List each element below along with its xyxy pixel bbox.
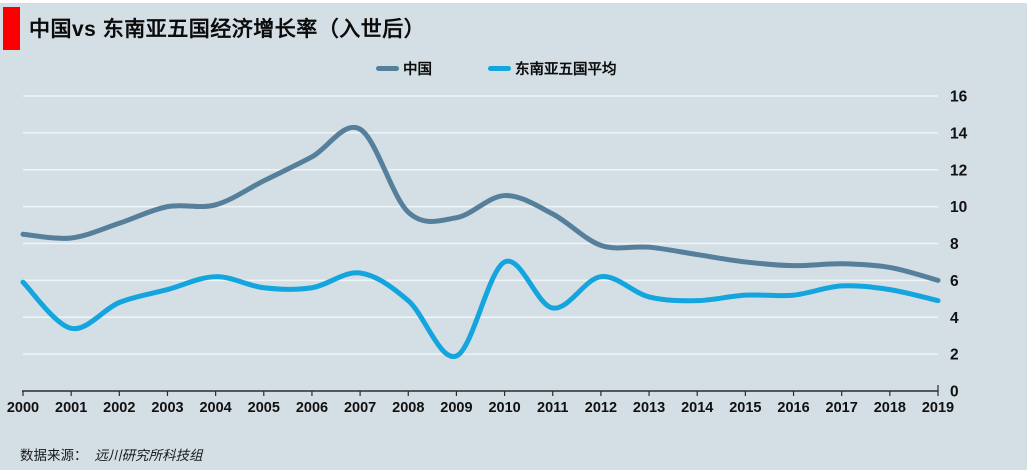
legend-label-china: 中国 [403,62,432,78]
x-label-2013: 2013 [633,400,665,416]
y-label-2: 2 [950,347,959,364]
x-label-2017: 2017 [826,400,858,416]
legend-item-sea5: 东南亚五国平均 [488,58,617,79]
source-prefix: 数据来源： [20,448,88,463]
y-label-12: 12 [950,162,967,179]
legend-label-sea5: 东南亚五国平均 [515,62,617,78]
x-label-2008: 2008 [392,400,424,416]
x-label-2006: 2006 [296,400,328,416]
source-name: 远川研究所科技组 [94,448,203,463]
x-label-2003: 2003 [151,400,183,416]
x-label-2011: 2011 [537,400,568,416]
x-label-2012: 2012 [585,400,617,416]
x-label-2005: 2005 [248,400,280,416]
title-accent-bar [3,6,20,50]
source-note: 数据来源： 远川研究所科技组 [20,444,203,464]
x-label-2007: 2007 [344,400,376,416]
x-label-2009: 2009 [440,400,472,416]
x-label-2004: 2004 [199,400,231,416]
china-line-swatch [376,66,399,71]
x-label-2016: 2016 [777,400,809,416]
china-line [20,124,941,283]
bottom-border-strip [0,470,1027,474]
y-label-6: 6 [950,273,959,290]
legend-item-china: 中国 [376,58,432,79]
y-label-4: 4 [950,310,959,327]
sea5-line-swatch [488,66,511,71]
chart-title: 中国vs 东南亚五国经济增长率（入世后） [29,18,426,41]
x-label-2018: 2018 [874,400,906,416]
x-label-2010: 2010 [488,400,520,416]
x-label-2015: 2015 [729,400,761,416]
legend: 中国 东南亚五国平均 [376,58,617,79]
x-label-2019: 2019 [922,400,954,416]
x-label-2002: 2002 [103,400,135,416]
top-border-strip [0,0,1027,3]
sea5-line [20,258,941,359]
y-label-16: 16 [950,89,968,106]
x-label-2014: 2014 [681,400,713,416]
y-label-0: 0 [950,384,959,401]
title-block: 中国vs 东南亚五国经济增长率（入世后） [3,6,425,50]
y-label-14: 14 [950,125,968,142]
x-label-2000: 2000 [7,400,39,416]
y-label-10: 10 [950,199,967,216]
x-label-2001: 2001 [55,400,87,416]
y-label-8: 8 [950,236,959,253]
